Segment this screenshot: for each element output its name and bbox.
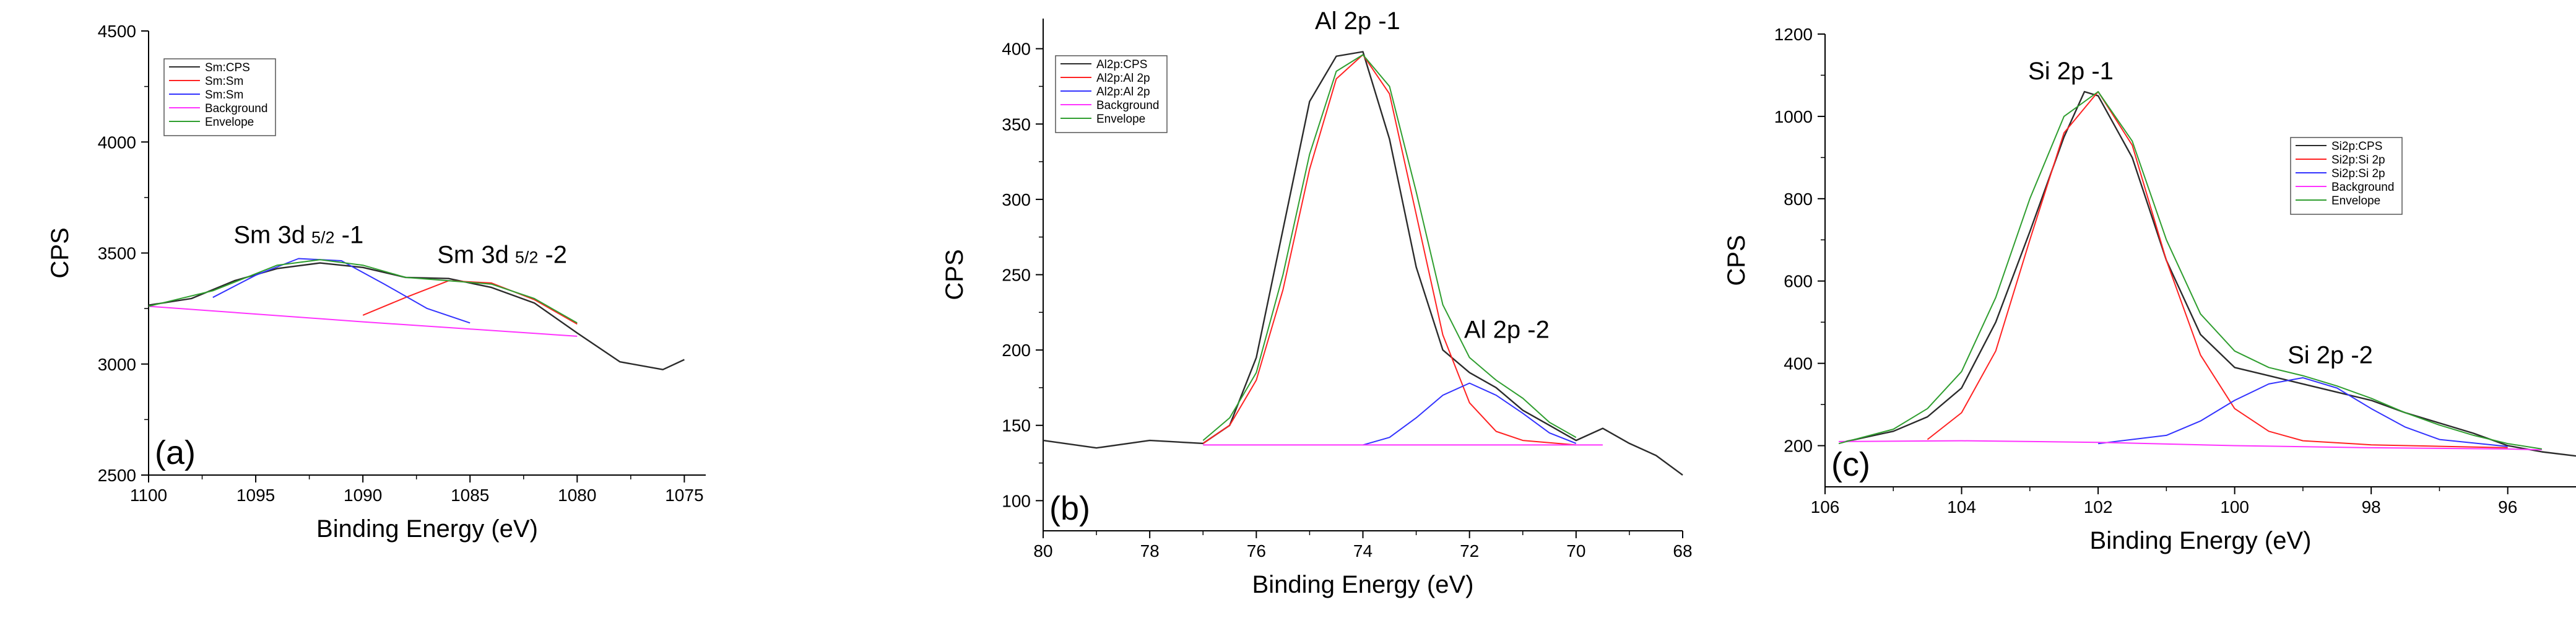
- peak-annotation: Sm 3d 5/2 -2: [437, 242, 567, 269]
- x-axis-title-a: Binding Energy (eV): [316, 515, 538, 543]
- legend-box-a: [163, 58, 276, 136]
- x-tick-label: 1075: [665, 486, 703, 505]
- series-line-al2p-al-2p: [1202, 54, 1576, 446]
- legend-box-b: [1055, 55, 1168, 133]
- peak-annotation: Sm 3d 5/2 -1: [233, 221, 363, 248]
- x-tick-label: 78: [1140, 541, 1160, 561]
- x-tick-label: 1100: [130, 486, 167, 505]
- y-tick-label: 400: [1784, 354, 1813, 373]
- x-tick-label: 104: [1947, 497, 1976, 517]
- y-axis-title-b: CPS: [941, 249, 968, 300]
- legend-label: Si2p:Si 2p: [2331, 167, 2385, 180]
- y-tick-label: 2500: [98, 466, 136, 485]
- x-tick-label: 102: [2084, 497, 2113, 517]
- series-line-envelope: [1202, 54, 1577, 441]
- x-tick-label: 1095: [236, 486, 275, 505]
- legend-label: Envelope: [205, 116, 254, 129]
- y-tick-label: 200: [1002, 341, 1031, 360]
- x-tick-label: 106: [1811, 497, 1840, 517]
- y-tick-label: 400: [1002, 40, 1031, 59]
- panel-c: 106 104 102 100 98 96 200 400 600 800 1000 1200 Bind…: [1723, 25, 2576, 554]
- x-axis-title-c: Binding Energy (eV): [2090, 527, 2312, 554]
- y-tick-label: 350: [1002, 115, 1031, 134]
- y-axis-title-a: CPS: [46, 227, 74, 278]
- y-tick-label: 1200: [1774, 25, 1813, 44]
- series-line-background: [148, 305, 578, 337]
- y-tick-label: 250: [1002, 266, 1031, 285]
- peak-annotation: Si 2p -1: [2028, 58, 2114, 85]
- x-tick-label: 76: [1247, 541, 1266, 561]
- x-tick-label: 100: [2220, 497, 2249, 517]
- y-tick-label: 300: [1002, 190, 1031, 209]
- x-tick-label: 96: [2498, 497, 2517, 517]
- y-tick-label: 150: [1002, 416, 1031, 435]
- panel-label-c: (c): [1831, 446, 1870, 483]
- y-tick-label: 4500: [98, 22, 136, 41]
- legend-label: Si2p:Si 2p: [2331, 154, 2385, 167]
- y-axis-title-c: CPS: [1723, 235, 1750, 286]
- y-tick-label: 100: [1002, 491, 1031, 510]
- x-tick-label: 1080: [558, 486, 596, 505]
- series-line-si2p-si-2p: [1927, 91, 2508, 448]
- x-tick-label: 74: [1353, 541, 1373, 561]
- x-tick-label: 70: [1566, 541, 1585, 561]
- legend-label: Al2p:Al 2p: [1096, 72, 1150, 85]
- series-line-sm-sm: [212, 258, 471, 324]
- x-tick-label: 1090: [344, 486, 382, 505]
- x-tick-label: 80: [1033, 541, 1052, 561]
- legend-label: Sm:CPS: [205, 61, 250, 74]
- x-tick-label: 68: [1673, 541, 1692, 561]
- x-tick-label: 72: [1460, 541, 1479, 561]
- panel-label-b: (b): [1049, 490, 1090, 527]
- y-tick-label: 600: [1784, 272, 1813, 291]
- series-line-si2p-si-2p: [2097, 377, 2508, 447]
- peak-annotation: Al 2p -1: [1315, 7, 1400, 35]
- legend-label: Envelope: [2331, 194, 2380, 207]
- series-line-envelope: [148, 259, 578, 324]
- y-tick-label: 4000: [98, 133, 136, 152]
- peak-annotation: Al 2p -2: [1464, 316, 1550, 344]
- legend-label: Al2p:CPS: [1096, 58, 1147, 71]
- legend-label: Si2p:CPS: [2331, 140, 2382, 153]
- series-line-background: [1839, 440, 2542, 451]
- legend-label: Sm:Sm: [205, 89, 243, 102]
- x-axis-title-b: Binding Energy (eV): [1252, 571, 1474, 598]
- x-tick-label: 98: [2362, 497, 2381, 517]
- panel-a: 1100 1095 1090 1085 1080 1075 2500 3000 3500 4000…: [46, 22, 706, 543]
- panel-label-a: (a): [155, 434, 196, 471]
- legend-label: Envelope: [1096, 113, 1145, 126]
- y-tick-label: 3500: [98, 244, 136, 263]
- series-line-al2p-al-2p: [1363, 382, 1577, 446]
- series-line-si2p-cps: [1845, 90, 2576, 457]
- peak-annotation: Si 2p -2: [2288, 342, 2373, 369]
- y-tick-label: 3000: [98, 355, 136, 374]
- y-tick-label: 1000: [1774, 107, 1813, 126]
- legend-label: Background: [2331, 181, 2394, 194]
- legend-label: Al2p:Al 2p: [1096, 85, 1150, 98]
- panel-b: 80 78 76 74 72 70 68 100 150 200 250 300 350 400 Bindi…: [941, 7, 1693, 598]
- legend-box-c: [2290, 137, 2403, 215]
- legend-label: Sm:Sm: [205, 75, 243, 88]
- y-tick-label: 200: [1784, 437, 1813, 456]
- legend-label: Background: [205, 102, 267, 115]
- x-tick-label: 1085: [451, 486, 489, 505]
- series-line-envelope: [1838, 91, 2543, 450]
- y-tick-label: 800: [1784, 190, 1813, 209]
- legend-label: Background: [1096, 99, 1159, 112]
